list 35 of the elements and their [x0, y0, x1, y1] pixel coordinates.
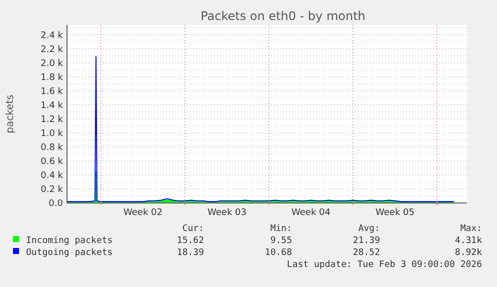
legend-label: Outgoing packets [26, 248, 113, 258]
y-tick-label: 1.6 k [40, 86, 64, 97]
y-tick-label: 1.8 k [40, 72, 64, 83]
text: Max: [460, 224, 482, 234]
y-tick-label: 0.0 [48, 199, 64, 209]
line-series [66, 56, 454, 202]
text: Cur: [182, 224, 204, 234]
text: Last update: Tue Feb 3 09:00:00 2026 [286, 260, 482, 270]
x-tick-label: Week 02 [124, 208, 162, 218]
chart-title: Packets on eth0 - by month [200, 9, 366, 23]
text: 10.68 [264, 248, 292, 258]
text: 18.39 [176, 248, 204, 258]
text: Avg: [358, 224, 380, 234]
x-tick-label: Week 03 [208, 208, 246, 218]
text: Min: [270, 224, 292, 234]
x-tick-label: Week 04 [292, 208, 331, 218]
y-tick-label: 0.6 k [40, 156, 64, 167]
y-tick-label: 1.4 k [40, 100, 64, 111]
text: 8.92k [454, 248, 483, 258]
text: 4.31k [454, 236, 483, 246]
y-axis-title: packets [5, 94, 16, 134]
y-tick-label: 0.2 k [40, 184, 64, 195]
x-tick-label: Week 05 [376, 208, 414, 218]
y-tick-label: 2.4 k [40, 30, 64, 41]
y-tick-label: 2.2 k [40, 44, 64, 55]
text: 9.55 [270, 236, 292, 246]
y-tick-label: 1.0 k [40, 128, 64, 139]
text: 28.52 [352, 248, 380, 258]
y-tick-label: 1.2 k [40, 114, 64, 125]
legend-label: Incoming packets [26, 236, 113, 246]
y-tick-label: 0.8 k [40, 142, 64, 153]
y-tick-label: 2.0 k [40, 58, 64, 69]
text: 15.62 [176, 236, 204, 246]
y-tick-label: 0.4 k [40, 170, 64, 181]
text: 21.39 [352, 236, 380, 246]
